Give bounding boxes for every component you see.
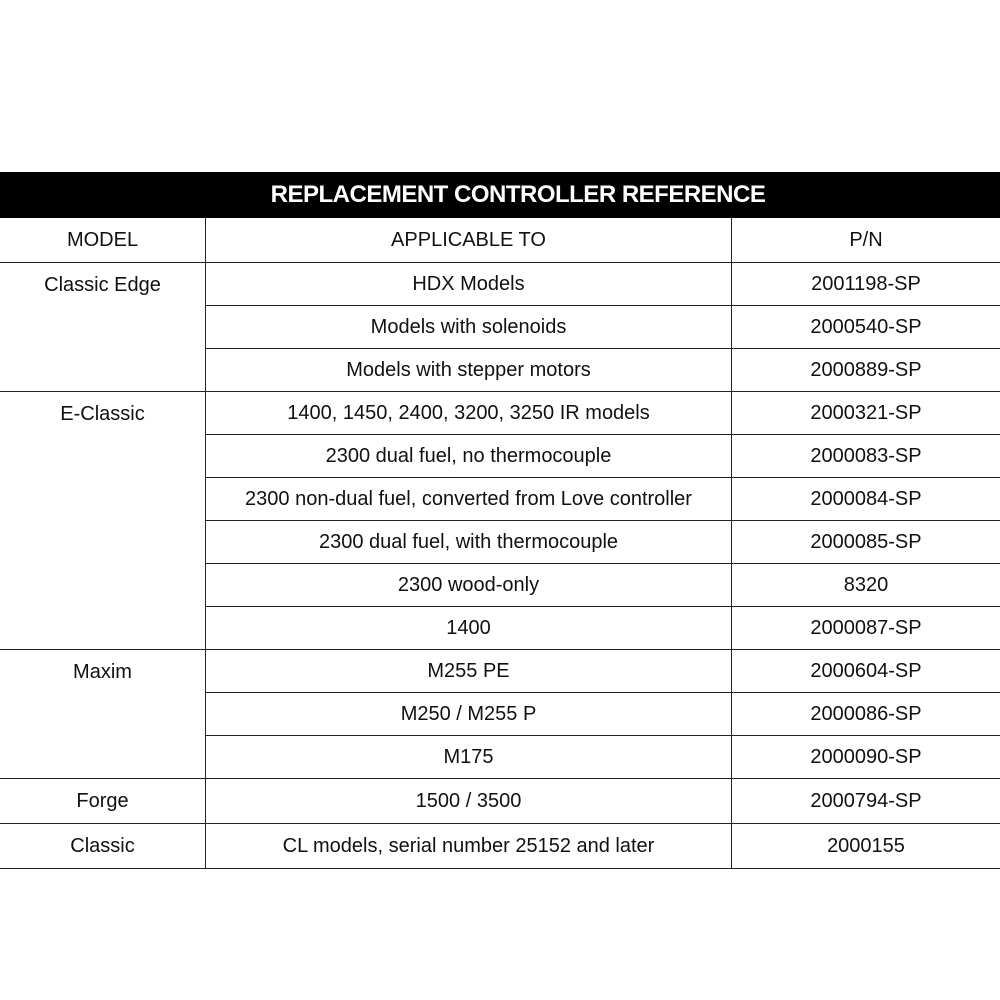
model-cell: Forge (0, 778, 206, 824)
applicable-cell: 1500 / 3500 (205, 778, 732, 824)
applicable-cell: HDX Models (205, 262, 732, 306)
applicable-cell: Models with solenoids (205, 305, 732, 349)
part-number-cell: 2000087-SP (731, 606, 1000, 650)
model-cell: E-Classic (0, 391, 206, 650)
part-number-cell: 2000085-SP (731, 520, 1000, 564)
table-row: Classic Edge HDX Models 2001198-SP (0, 262, 1000, 392)
table-row: 2300 dual fuel, no thermocouple 2000083-S… (0, 434, 1000, 478)
model-cell: Classic Edge (0, 262, 206, 392)
table-row: 1400 2000087-SP (0, 606, 1000, 650)
applicable-cell: M255 PE (205, 649, 732, 693)
table-row: Classic CL models, serial number 25152 an… (0, 823, 1000, 869)
applicable-cell: 1400 (205, 606, 732, 650)
part-number-cell: 2000090-SP (731, 735, 1000, 779)
table-row: Models with stepper motors 2000889-SP (0, 348, 1000, 392)
applicable-cell: 2300 non-dual fuel, converted from Love … (205, 477, 732, 521)
table-row: E-Classic 1400, 1450, 2400, 3200, 3250 IR… (0, 391, 1000, 650)
table-row: M175 2000090-SP (0, 735, 1000, 779)
part-number-cell: 2000540-SP (731, 305, 1000, 349)
applicable-cell: Models with stepper motors (205, 348, 732, 392)
part-number-cell: 2000084-SP (731, 477, 1000, 521)
applicable-cell: 2300 dual fuel, with thermocouple (205, 520, 732, 564)
applicable-cell: M250 / M255 P (205, 692, 732, 736)
applicable-cell: 2300 wood-only (205, 563, 732, 607)
part-number-cell: 2000794-SP (731, 778, 1000, 824)
model-cell: Maxim (0, 649, 206, 779)
part-number-cell: 2001198-SP (731, 262, 1000, 306)
part-number-cell: 8320 (731, 563, 1000, 607)
applicable-cell: 1400, 1450, 2400, 3200, 3250 IR models (205, 391, 732, 435)
header-cell: P/N (731, 218, 1000, 263)
table-row: 2300 wood-only 8320 (0, 563, 1000, 607)
table-body: MODEL APPLICABLE TO P/N Classic Edge HDX Mod… (0, 218, 1000, 869)
table-row: 2300 non-dual fuel, converted from Love … (0, 477, 1000, 521)
part-number-cell: 2000604-SP (731, 649, 1000, 693)
header-row: MODEL APPLICABLE TO P/N (0, 218, 1000, 263)
table: MODEL APPLICABLE TO P/N Classic Edge HDX Mod… (0, 218, 1000, 869)
model-cell: Classic (0, 823, 206, 869)
part-number-cell: 2000155 (731, 823, 1000, 869)
table-row: 2300 dual fuel, with thermocouple 2000085… (0, 520, 1000, 564)
header-cell: APPLICABLE TO (205, 218, 732, 263)
part-number-cell: 2000889-SP (731, 348, 1000, 392)
applicable-cell: 2300 dual fuel, no thermocouple (205, 434, 732, 478)
table-row: Models with solenoids 2000540-SP (0, 305, 1000, 349)
table-container: REPLACEMENT CONTROLLER REFERENCE MODEL AP… (0, 172, 1000, 869)
applicable-cell: CL models, serial number 25152 and later (205, 823, 732, 869)
part-number-cell: 2000086-SP (731, 692, 1000, 736)
table-row: M250 / M255 P 2000086-SP (0, 692, 1000, 736)
applicable-cell: M175 (205, 735, 732, 779)
part-number-cell: 2000321-SP (731, 391, 1000, 435)
header-cell: MODEL (0, 218, 206, 263)
table-title: REPLACEMENT CONTROLLER REFERENCE (0, 172, 1000, 218)
part-number-cell: 2000083-SP (731, 434, 1000, 478)
table-row: Forge 1500 / 3500 2000794-SP (0, 778, 1000, 824)
table-row: Maxim M255 PE 2000604-SP (0, 649, 1000, 779)
